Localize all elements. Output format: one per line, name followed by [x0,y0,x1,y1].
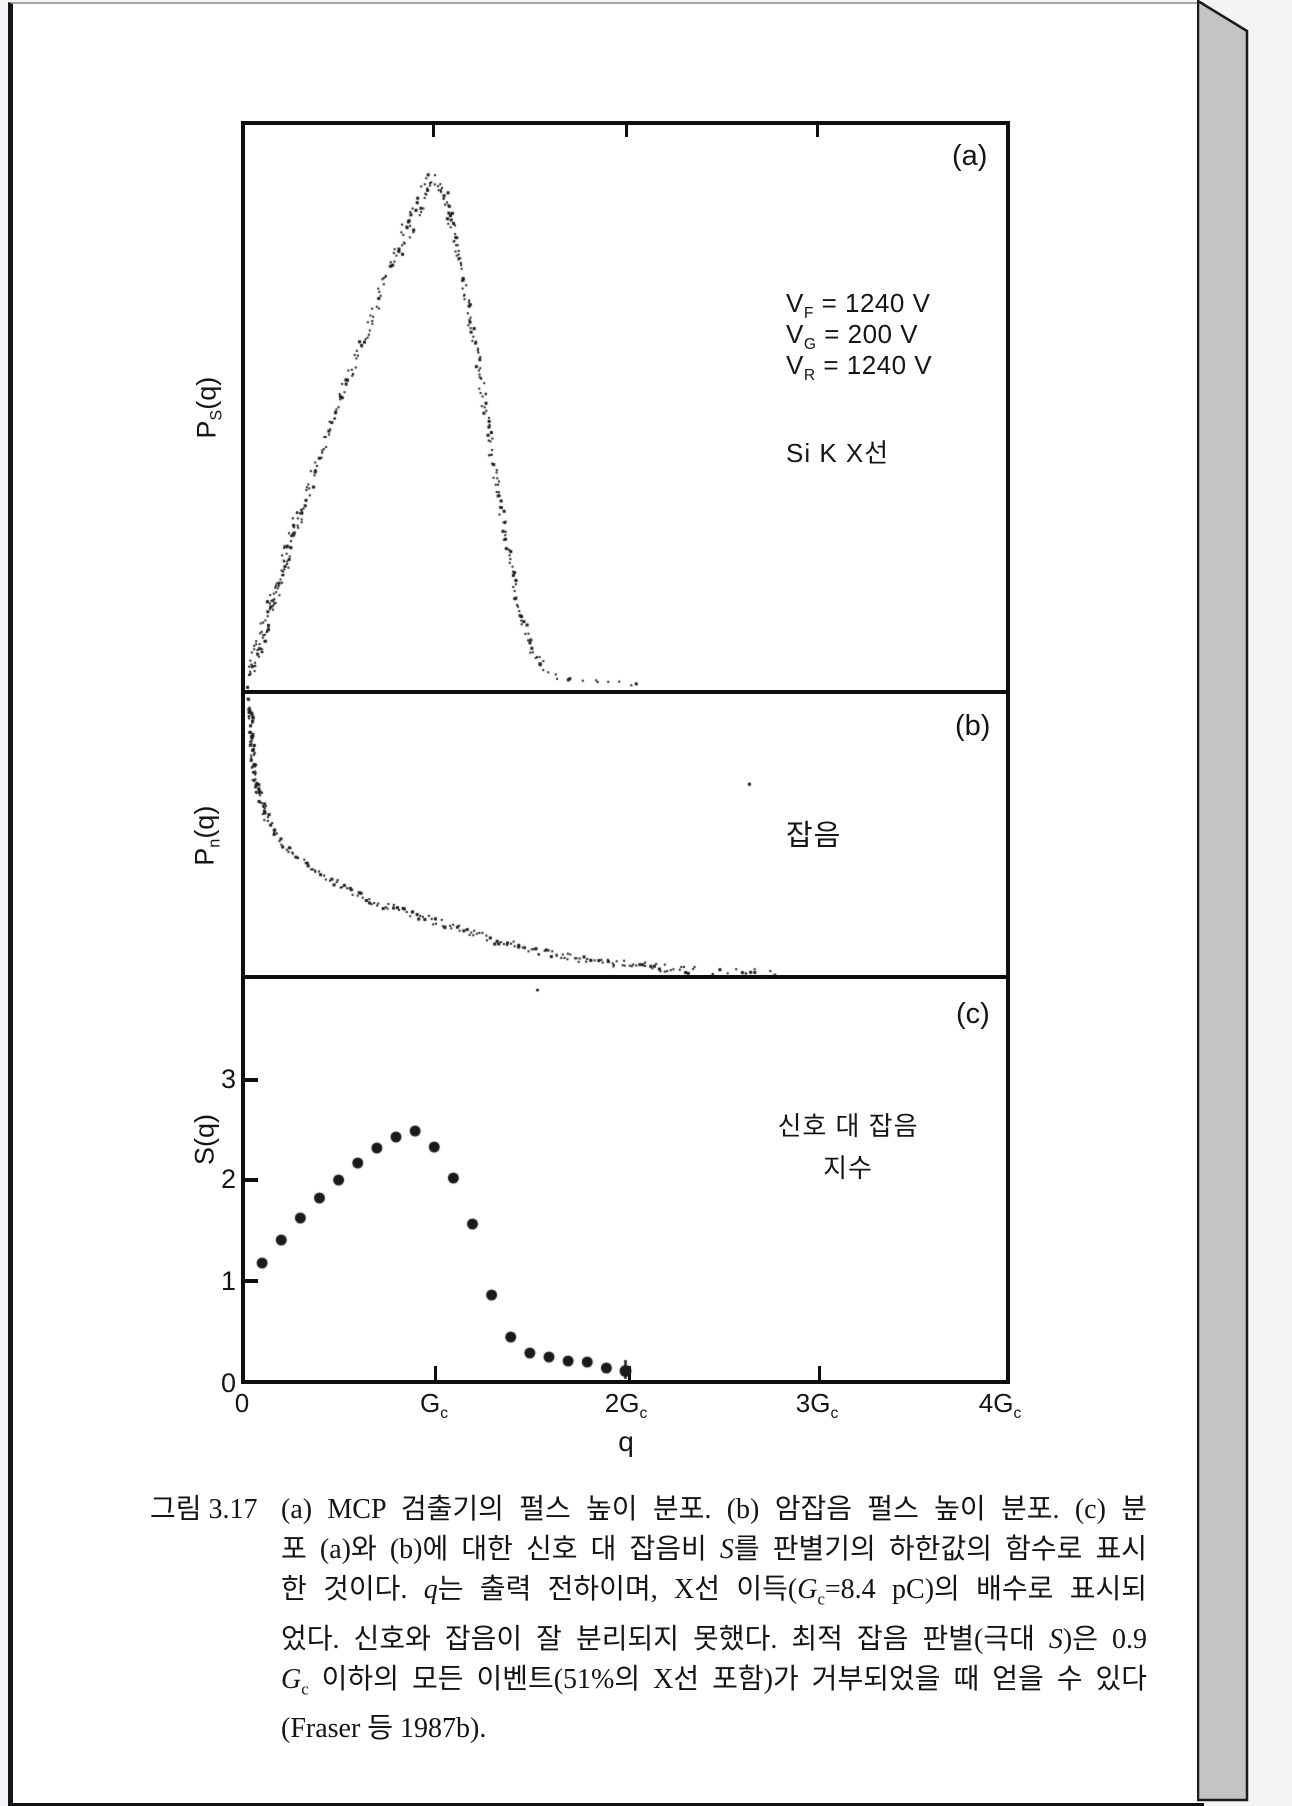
panel-c-tag: (c) [956,998,990,1030]
caption-line: Gc 이하의 모든 이벤트(51%의 X선 포함)가 거부되었을 때 얻을 수 … [281,1663,1147,1699]
voltage-vr-label: VR = 1240 V [786,350,933,385]
panel-a-y-axis-label: PS(q) [191,376,226,439]
x-tick-label-0: 0 [234,1388,250,1418]
figure-caption: 그림 3.17 (a) MCP 검출기의 펄스 높이 분포. (b) 암잡음 펄… [150,1490,1147,1749]
caption-line: (a) MCP 검출기의 펄스 높이 분포. (b) 암잡음 펄스 높이 분포.… [281,1494,1147,1525]
x-tick-label-4gc: 4Gc [978,1388,1022,1423]
y-tick-label-0: 0 [220,1368,236,1398]
si-k-xray-label: Si K X선 [786,438,890,468]
caption-line: 한 것이다. q는 출력 전하이며, X선 이득(Gc=8.4 pC)의 배수로… [281,1574,1147,1609]
noise-annotation: 잡음 [786,820,842,852]
panel-b-y-axis-label: Pn(q) [189,805,224,866]
caption-line: 포 (a)와 (b)에 대한 신호 대 잡음비 S를 판별기의 하한값의 함수로… [281,1534,1147,1565]
x-tick-label-2gc: 2Gc [604,1388,648,1423]
x-tick-label-3gc: 3Gc [795,1388,839,1423]
x-tick-label-gc: Gc [419,1388,449,1423]
voltage-vf-label: VF = 1240 V [786,288,931,323]
y-tick-label-2: 2 [220,1164,236,1194]
panel-b-tag: (b) [955,710,991,742]
caption-figure-number: 그림 3.17 [150,1494,258,1525]
caption-line: 었다. 신호와 잡음이 잘 분리되지 못했다. 최적 잡음 판별(극대 S)은 … [281,1623,1147,1655]
snr-annotation-line2: 지수 [823,1153,873,1183]
voltage-vg-label: VG = 200 V [786,319,919,354]
snr-annotation-line1: 신호 대 잡음 [777,1111,919,1141]
panel-a-tag: (a) [952,140,988,172]
x-axis-label-q: q [618,1426,634,1457]
y-tick-label-1: 1 [220,1266,236,1296]
y-tick-label-3: 3 [220,1064,236,1094]
caption-line: (Fraser 등 1987b). [281,1713,487,1745]
